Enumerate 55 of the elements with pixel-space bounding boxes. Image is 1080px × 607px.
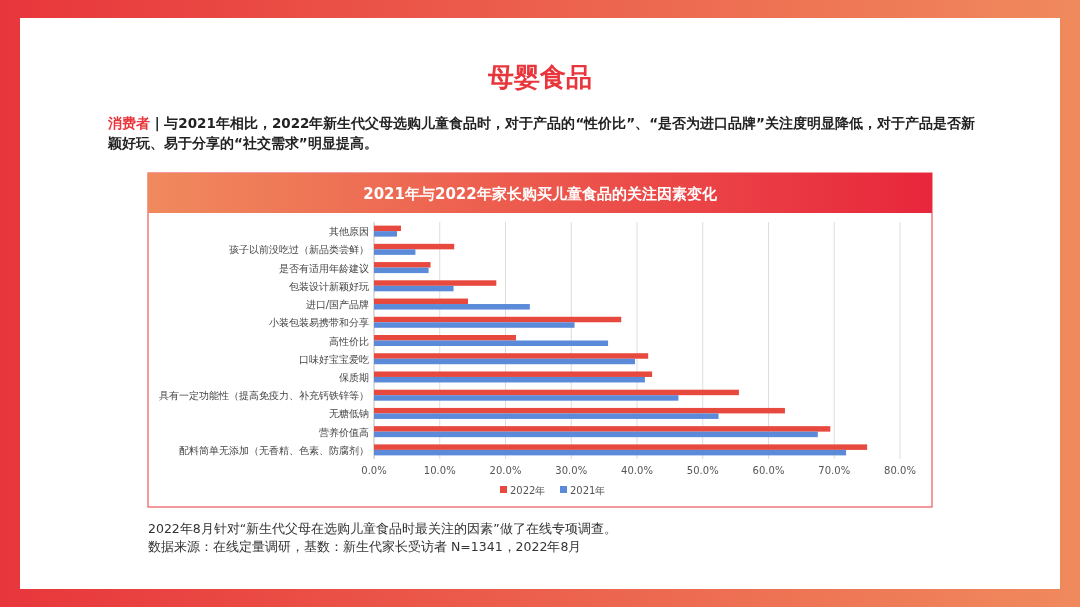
y-tick-label: 小装包装易携带和分享 — [269, 317, 369, 329]
bar — [374, 249, 416, 255]
bar — [374, 262, 431, 268]
y-tick-label: 配料简单无添加（无香精、色素、防腐剂） — [179, 444, 369, 456]
x-tick-label: 20.0% — [489, 465, 522, 476]
text: 2022年8月针对“新生代父母在选购儿童食品时最关注的因素”做了在线专项调查。 — [148, 521, 617, 536]
x-tick-label: 0.0% — [361, 465, 387, 476]
bar — [374, 231, 398, 237]
y-tick-label: 包装设计新颖好玩 — [289, 280, 369, 292]
y-tick-label: 是否有适用年龄建议 — [279, 262, 369, 274]
chart-subtitle: 2021年与2022年家长购买儿童食品的关注因素变化 — [363, 185, 718, 203]
bar — [374, 243, 455, 250]
x-tick-label: 40.0% — [621, 465, 653, 476]
x-tick-label: 30.0% — [555, 465, 588, 476]
bar — [374, 395, 679, 401]
bar — [374, 304, 530, 310]
bar — [374, 444, 868, 450]
legend-label: 2022年 — [510, 485, 546, 496]
y-tick-label: 其他原因 — [329, 226, 369, 238]
bar — [374, 353, 649, 359]
y-tick-label: 具有一定功能性（提高免疫力、补充钙铁锌等） — [159, 390, 369, 402]
bar — [374, 335, 517, 341]
bar — [374, 267, 429, 274]
bar — [374, 358, 636, 365]
y-tick-label: 无糖低钠 — [329, 408, 369, 420]
y-tick-label: 保质期 — [339, 371, 369, 383]
bar — [374, 426, 831, 432]
y-tick-label: 高性价比 — [329, 335, 369, 347]
x-tick-label: 10.0% — [423, 465, 456, 476]
bar — [374, 371, 653, 377]
bar — [374, 376, 645, 383]
source-note: 数据来源：在线定量调研，基数：新生代家长受访者 N=1341，2022年8月 — [148, 539, 582, 554]
y-tick-label: 营养价值高 — [319, 426, 369, 438]
x-tick-label: 50.0% — [686, 465, 719, 476]
y-tick-label: 进口/国产品牌 — [305, 299, 369, 311]
bar — [374, 413, 719, 419]
text: 消费者 | 与2021年相比，2022年新生代父母选购儿童食品时，对于产品的“性价比”、“是否为进口品牌”关注度明显降低，对于产品是否新颖好玩、易于分享的“社交需求”明显提高。 — [107, 115, 975, 151]
bar — [374, 322, 575, 328]
bar — [374, 407, 785, 414]
bar — [374, 298, 469, 305]
x-tick-label: 70.0% — [818, 465, 851, 476]
bar — [374, 389, 739, 396]
bar — [374, 431, 818, 438]
legend-label: 2021年 — [570, 485, 606, 496]
bar — [374, 285, 454, 292]
y-tick-label: 口味好宝宝爱吃 — [299, 353, 369, 365]
bar — [374, 340, 609, 346]
x-tick-label: 80.0% — [884, 465, 916, 476]
y-tick-label: 孩子以前没吃过（新品类尝鲜） — [229, 244, 369, 256]
bar — [374, 316, 622, 323]
bar — [374, 449, 847, 456]
bar — [374, 280, 497, 286]
x-tick-label: 60.0% — [752, 465, 785, 476]
bar — [374, 225, 401, 232]
chart-title: 母婴食品 — [487, 62, 592, 92]
